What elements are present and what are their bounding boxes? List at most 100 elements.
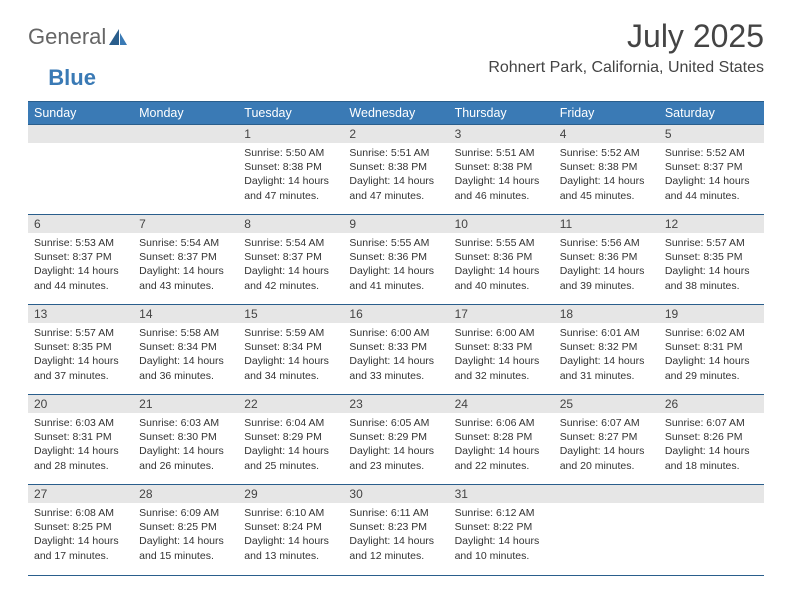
- day-number: 13: [28, 305, 133, 323]
- day-data: Sunrise: 6:00 AMSunset: 8:33 PMDaylight:…: [449, 323, 554, 389]
- calendar-day-cell: 4Sunrise: 5:52 AMSunset: 8:38 PMDaylight…: [554, 125, 659, 215]
- day-number: [659, 485, 764, 503]
- day-data: Sunrise: 6:10 AMSunset: 8:24 PMDaylight:…: [238, 503, 343, 569]
- calendar-day-cell: 25Sunrise: 6:07 AMSunset: 8:27 PMDayligh…: [554, 395, 659, 485]
- day-number: 9: [343, 215, 448, 233]
- day-data: Sunrise: 5:57 AMSunset: 8:35 PMDaylight:…: [659, 233, 764, 299]
- day-data: Sunrise: 5:55 AMSunset: 8:36 PMDaylight:…: [449, 233, 554, 299]
- day-data: Sunrise: 5:55 AMSunset: 8:36 PMDaylight:…: [343, 233, 448, 299]
- weekday-header-row: SundayMondayTuesdayWednesdayThursdayFrid…: [28, 102, 764, 125]
- calendar-week-row: 1Sunrise: 5:50 AMSunset: 8:38 PMDaylight…: [28, 125, 764, 215]
- weekday-header: Monday: [133, 102, 238, 125]
- calendar-day-cell: 13Sunrise: 5:57 AMSunset: 8:35 PMDayligh…: [28, 305, 133, 395]
- calendar-empty-cell: [659, 485, 764, 575]
- calendar-day-cell: 31Sunrise: 6:12 AMSunset: 8:22 PMDayligh…: [449, 485, 554, 575]
- day-data: Sunrise: 5:52 AMSunset: 8:38 PMDaylight:…: [554, 143, 659, 209]
- day-number: 21: [133, 395, 238, 413]
- calendar-empty-cell: [133, 125, 238, 215]
- calendar-day-cell: 10Sunrise: 5:55 AMSunset: 8:36 PMDayligh…: [449, 215, 554, 305]
- day-data: Sunrise: 5:57 AMSunset: 8:35 PMDaylight:…: [28, 323, 133, 389]
- calendar-day-cell: 1Sunrise: 5:50 AMSunset: 8:38 PMDaylight…: [238, 125, 343, 215]
- calendar-day-cell: 21Sunrise: 6:03 AMSunset: 8:30 PMDayligh…: [133, 395, 238, 485]
- calendar-day-cell: 24Sunrise: 6:06 AMSunset: 8:28 PMDayligh…: [449, 395, 554, 485]
- calendar-day-cell: 26Sunrise: 6:07 AMSunset: 8:26 PMDayligh…: [659, 395, 764, 485]
- day-data: Sunrise: 5:54 AMSunset: 8:37 PMDaylight:…: [133, 233, 238, 299]
- day-number: 31: [449, 485, 554, 503]
- calendar-day-cell: 8Sunrise: 5:54 AMSunset: 8:37 PMDaylight…: [238, 215, 343, 305]
- calendar-week-row: 27Sunrise: 6:08 AMSunset: 8:25 PMDayligh…: [28, 485, 764, 575]
- day-number: 14: [133, 305, 238, 323]
- day-number: 16: [343, 305, 448, 323]
- calendar-table: SundayMondayTuesdayWednesdayThursdayFrid…: [28, 101, 764, 575]
- weekday-header: Wednesday: [343, 102, 448, 125]
- day-number: 12: [659, 215, 764, 233]
- calendar-week-row: 20Sunrise: 6:03 AMSunset: 8:31 PMDayligh…: [28, 395, 764, 485]
- day-number: 5: [659, 125, 764, 143]
- calendar-week-row: 13Sunrise: 5:57 AMSunset: 8:35 PMDayligh…: [28, 305, 764, 395]
- day-data: Sunrise: 5:51 AMSunset: 8:38 PMDaylight:…: [449, 143, 554, 209]
- calendar-day-cell: 19Sunrise: 6:02 AMSunset: 8:31 PMDayligh…: [659, 305, 764, 395]
- day-number: 4: [554, 125, 659, 143]
- logo-sail-icon: [108, 28, 128, 46]
- calendar-day-cell: 5Sunrise: 5:52 AMSunset: 8:37 PMDaylight…: [659, 125, 764, 215]
- day-number: 1: [238, 125, 343, 143]
- calendar-day-cell: 29Sunrise: 6:10 AMSunset: 8:24 PMDayligh…: [238, 485, 343, 575]
- day-data: Sunrise: 6:02 AMSunset: 8:31 PMDaylight:…: [659, 323, 764, 389]
- calendar-day-cell: 14Sunrise: 5:58 AMSunset: 8:34 PMDayligh…: [133, 305, 238, 395]
- calendar-day-cell: 7Sunrise: 5:54 AMSunset: 8:37 PMDaylight…: [133, 215, 238, 305]
- day-number: [554, 485, 659, 503]
- day-data: Sunrise: 5:52 AMSunset: 8:37 PMDaylight:…: [659, 143, 764, 209]
- day-number: [133, 125, 238, 143]
- day-data: Sunrise: 5:56 AMSunset: 8:36 PMDaylight:…: [554, 233, 659, 299]
- calendar-day-cell: 9Sunrise: 5:55 AMSunset: 8:36 PMDaylight…: [343, 215, 448, 305]
- calendar-day-cell: 3Sunrise: 5:51 AMSunset: 8:38 PMDaylight…: [449, 125, 554, 215]
- day-number: 15: [238, 305, 343, 323]
- day-number: 11: [554, 215, 659, 233]
- weekday-header: Sunday: [28, 102, 133, 125]
- day-number: 24: [449, 395, 554, 413]
- day-number: 22: [238, 395, 343, 413]
- bottom-rule: [28, 575, 764, 576]
- day-number: 19: [659, 305, 764, 323]
- weekday-header: Friday: [554, 102, 659, 125]
- location-text: Rohnert Park, California, United States: [488, 59, 764, 77]
- day-data: Sunrise: 6:06 AMSunset: 8:28 PMDaylight:…: [449, 413, 554, 479]
- day-number: [28, 125, 133, 143]
- calendar-day-cell: 15Sunrise: 5:59 AMSunset: 8:34 PMDayligh…: [238, 305, 343, 395]
- day-data: Sunrise: 6:05 AMSunset: 8:29 PMDaylight:…: [343, 413, 448, 479]
- day-number: 10: [449, 215, 554, 233]
- day-number: 6: [28, 215, 133, 233]
- calendar-day-cell: 12Sunrise: 5:57 AMSunset: 8:35 PMDayligh…: [659, 215, 764, 305]
- day-number: 30: [343, 485, 448, 503]
- day-data: Sunrise: 6:03 AMSunset: 8:30 PMDaylight:…: [133, 413, 238, 479]
- calendar-day-cell: 2Sunrise: 5:51 AMSunset: 8:38 PMDaylight…: [343, 125, 448, 215]
- day-data: Sunrise: 6:08 AMSunset: 8:25 PMDaylight:…: [28, 503, 133, 569]
- calendar-day-cell: 17Sunrise: 6:00 AMSunset: 8:33 PMDayligh…: [449, 305, 554, 395]
- day-data: Sunrise: 6:01 AMSunset: 8:32 PMDaylight:…: [554, 323, 659, 389]
- weekday-header: Tuesday: [238, 102, 343, 125]
- calendar-empty-cell: [554, 485, 659, 575]
- calendar-day-cell: 28Sunrise: 6:09 AMSunset: 8:25 PMDayligh…: [133, 485, 238, 575]
- calendar-day-cell: 22Sunrise: 6:04 AMSunset: 8:29 PMDayligh…: [238, 395, 343, 485]
- day-data: Sunrise: 5:58 AMSunset: 8:34 PMDaylight:…: [133, 323, 238, 389]
- day-number: 20: [28, 395, 133, 413]
- day-data: Sunrise: 5:59 AMSunset: 8:34 PMDaylight:…: [238, 323, 343, 389]
- calendar-day-cell: 30Sunrise: 6:11 AMSunset: 8:23 PMDayligh…: [343, 485, 448, 575]
- calendar-day-cell: 23Sunrise: 6:05 AMSunset: 8:29 PMDayligh…: [343, 395, 448, 485]
- day-data: Sunrise: 6:07 AMSunset: 8:27 PMDaylight:…: [554, 413, 659, 479]
- logo-text-blue: Blue: [48, 65, 96, 91]
- day-number: 25: [554, 395, 659, 413]
- calendar-empty-cell: [28, 125, 133, 215]
- day-data: Sunrise: 6:00 AMSunset: 8:33 PMDaylight:…: [343, 323, 448, 389]
- day-data: Sunrise: 6:03 AMSunset: 8:31 PMDaylight:…: [28, 413, 133, 479]
- day-number: 8: [238, 215, 343, 233]
- day-number: 27: [28, 485, 133, 503]
- day-number: 18: [554, 305, 659, 323]
- logo: General: [28, 18, 128, 50]
- day-data: Sunrise: 6:07 AMSunset: 8:26 PMDaylight:…: [659, 413, 764, 479]
- day-data: Sunrise: 5:53 AMSunset: 8:37 PMDaylight:…: [28, 233, 133, 299]
- day-number: 3: [449, 125, 554, 143]
- day-data: Sunrise: 5:50 AMSunset: 8:38 PMDaylight:…: [238, 143, 343, 209]
- day-number: 17: [449, 305, 554, 323]
- day-number: 29: [238, 485, 343, 503]
